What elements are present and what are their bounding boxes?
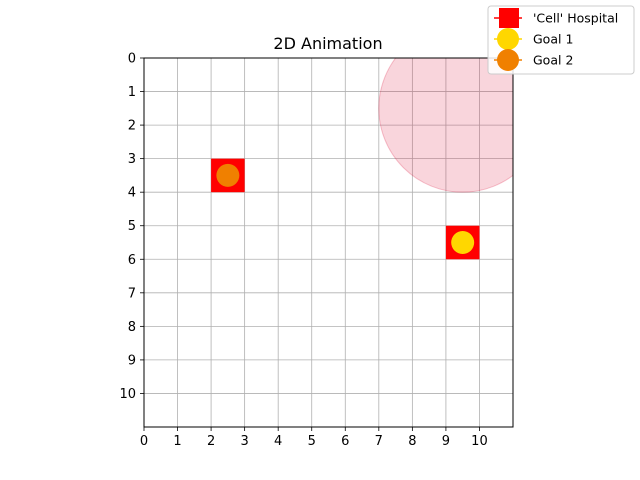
region-layer bbox=[378, 58, 513, 193]
legend-entry: Goal 2 bbox=[494, 49, 573, 71]
x-axis: 0 1 2 3 4 5 6 7 8 9 10 bbox=[140, 427, 488, 449]
legend-box bbox=[487, 5, 635, 75]
y-tick-label: 3 bbox=[128, 152, 136, 167]
y-tick-label: 9 bbox=[128, 353, 136, 368]
x-tick-label: 0 bbox=[140, 434, 148, 449]
legend-circle-swatch bbox=[497, 28, 519, 50]
y-tick-label: 7 bbox=[128, 286, 136, 301]
x-tick-label: 7 bbox=[375, 434, 383, 449]
shaded-zone bbox=[378, 58, 513, 193]
y-tick-label: 4 bbox=[128, 186, 136, 201]
x-tick-label: 2 bbox=[207, 434, 215, 449]
x-tick-label: 1 bbox=[173, 434, 181, 449]
y-axis: 0 1 2 3 4 5 6 7 8 9 10 bbox=[119, 52, 144, 402]
y-tick-label: 6 bbox=[128, 253, 136, 268]
x-tick-label: 6 bbox=[341, 434, 349, 449]
x-tick-label: 3 bbox=[240, 434, 248, 449]
legend-entry: Goal 1 bbox=[494, 28, 573, 50]
plot-frame bbox=[143, 57, 514, 428]
legend-label: Goal 1 bbox=[533, 32, 573, 47]
marker-layer bbox=[211, 158, 480, 260]
legend: 'Cell' Hospital Goal 1 Goal 2 bbox=[487, 5, 635, 75]
x-tick-label: 8 bbox=[408, 434, 416, 449]
y-tick-label: 1 bbox=[128, 85, 136, 100]
x-tick-label: 9 bbox=[442, 434, 450, 449]
legend-circle-swatch bbox=[497, 49, 519, 71]
y-tick-label: 2 bbox=[128, 119, 136, 134]
x-tick-label: 4 bbox=[274, 434, 282, 449]
legend-label: 'Cell' Hospital bbox=[533, 11, 618, 26]
goal-2-marker bbox=[216, 163, 240, 187]
y-tick-label: 5 bbox=[128, 219, 136, 234]
legend-label: Goal 2 bbox=[533, 53, 573, 68]
chart-title: 2D Animation bbox=[273, 34, 382, 53]
legend-entry: 'Cell' Hospital bbox=[494, 8, 618, 28]
y-tick-label: 0 bbox=[128, 52, 136, 67]
x-tick-label: 10 bbox=[471, 434, 488, 449]
x-tick-label: 5 bbox=[308, 434, 316, 449]
y-tick-label: 10 bbox=[119, 387, 136, 402]
goal-1-marker bbox=[451, 231, 475, 254]
y-tick-label: 8 bbox=[128, 320, 136, 335]
legend-square-swatch bbox=[499, 8, 519, 28]
